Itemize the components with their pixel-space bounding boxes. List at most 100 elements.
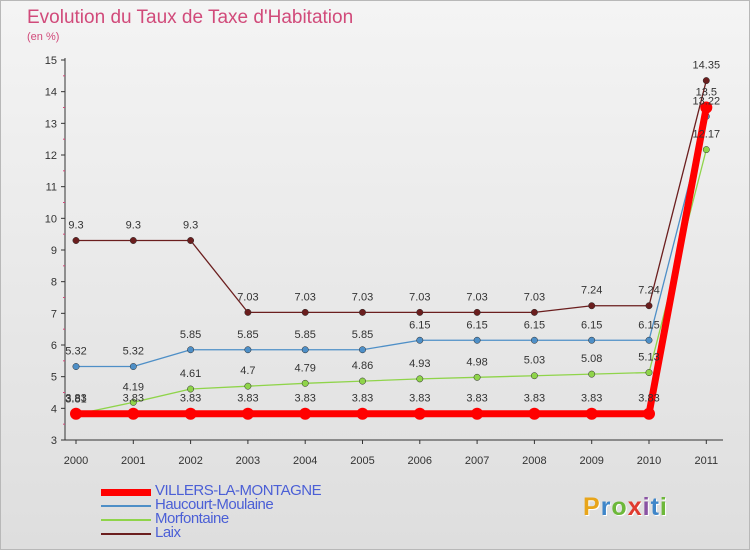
- data-label: 7.03: [237, 291, 258, 303]
- logo-letter: x: [627, 493, 643, 521]
- data-point: [588, 370, 596, 378]
- data-label: 5.85: [294, 329, 315, 341]
- logo-letter: r: [600, 493, 612, 521]
- data-point: [645, 336, 653, 344]
- data-label: 3.83: [123, 393, 144, 405]
- series-line: [76, 106, 710, 418]
- data-point: [72, 363, 80, 370]
- legend-item: Haucourt-Moulaine: [101, 496, 361, 513]
- x-tick-label: 2006: [408, 455, 432, 467]
- data-label: 5.03: [524, 355, 545, 367]
- legend-swatch: [101, 489, 151, 496]
- data-label: 3.83: [65, 393, 86, 405]
- data-label: 9.3: [183, 220, 198, 232]
- data-label: 5.85: [352, 329, 373, 341]
- data-point: [184, 407, 197, 420]
- data-label: 7.24: [638, 285, 659, 297]
- chart-legend: VILLERS-LA-MONTAGNE Haucourt-Moulaine Morf…: [101, 482, 361, 541]
- data-label: 4.98: [466, 356, 487, 368]
- x-tick-label: 2010: [637, 455, 661, 467]
- data-point: [299, 407, 312, 420]
- series-line: [75, 149, 707, 415]
- data-point: [413, 407, 426, 420]
- x-tick-label: 2011: [694, 455, 718, 467]
- data-label: 5.32: [123, 346, 144, 358]
- data-point: [530, 336, 538, 344]
- legend-label: Haucourt-Moulaine: [155, 496, 274, 513]
- data-label: 5.13: [638, 352, 659, 364]
- data-point: [244, 346, 252, 354]
- data-point: [643, 407, 655, 420]
- y-tick-label: 10: [45, 213, 57, 225]
- y-tick-label: 9: [51, 245, 57, 257]
- x-tick-label: 2001: [121, 455, 145, 467]
- data-label: 4.7: [240, 365, 255, 377]
- data-label: 4.79: [294, 362, 315, 374]
- data-label: 3.83: [638, 393, 659, 405]
- data-label: 3.83: [409, 393, 430, 405]
- y-tick-label: 15: [45, 55, 57, 67]
- data-point: [129, 363, 137, 370]
- data-point: [301, 379, 309, 387]
- data-label: 3.83: [352, 393, 373, 405]
- y-tick-label: 14: [45, 87, 57, 99]
- data-label: 6.15: [581, 319, 602, 331]
- data-point: [702, 146, 710, 154]
- data-point: [471, 407, 484, 420]
- data-point: [301, 308, 309, 316]
- data-label: 6.15: [524, 319, 545, 331]
- y-tick-label: 13: [45, 118, 57, 130]
- data-label: 3.83: [524, 393, 545, 405]
- data-label: 12.17: [693, 129, 721, 141]
- data-point: [241, 407, 254, 420]
- y-tick-label: 6: [51, 340, 57, 352]
- data-point: [244, 308, 252, 316]
- data-label: 6.15: [638, 319, 659, 331]
- data-label: 3.83: [466, 393, 487, 405]
- x-tick-label: 2009: [579, 455, 603, 467]
- y-tick-label: 11: [46, 182, 57, 194]
- chart-unit-label: (en %): [27, 31, 60, 43]
- chart-title: Evolution du Taux de Taxe d'Habitation: [27, 7, 354, 28]
- data-label: 5.85: [237, 329, 258, 341]
- data-point: [187, 385, 195, 393]
- data-point: [356, 407, 369, 420]
- data-label: 4.61: [180, 368, 201, 380]
- legend-label: Laix: [155, 524, 181, 541]
- legend-swatch: [101, 533, 151, 535]
- data-point: [129, 398, 137, 406]
- data-label: 4.93: [409, 358, 430, 370]
- y-tick-label: 12: [45, 150, 57, 162]
- x-tick-label: 2000: [64, 455, 88, 467]
- legend-item: Morfontaine: [101, 510, 361, 527]
- data-label: 7.03: [352, 291, 373, 303]
- data-label: 7.03: [409, 291, 430, 303]
- data-point: [70, 407, 82, 420]
- x-tick-label: 2003: [236, 455, 260, 467]
- data-point: [359, 377, 366, 385]
- data-label: 13.5: [696, 87, 717, 99]
- data-point: [588, 302, 596, 310]
- series-line: [76, 116, 707, 368]
- data-label: 9.3: [126, 220, 141, 232]
- legend-item: Laix: [101, 524, 361, 541]
- data-label: 13.22: [693, 95, 721, 107]
- data-point: [473, 308, 481, 316]
- data-label: 4.19: [123, 381, 144, 393]
- data-label: 3.83: [294, 393, 315, 405]
- legend-label: Morfontaine: [155, 510, 229, 527]
- data-point: [473, 373, 481, 381]
- data-label: 4.86: [352, 360, 373, 372]
- data-point: [416, 336, 424, 344]
- data-label: 7.24: [581, 285, 602, 297]
- data-point: [301, 346, 309, 354]
- x-tick-label: 2004: [293, 455, 317, 467]
- data-point: [702, 77, 710, 85]
- y-tick-label: 8: [51, 277, 57, 289]
- data-point: [473, 336, 481, 344]
- data-label: 5.85: [180, 329, 201, 341]
- x-tick-label: 2008: [522, 455, 546, 467]
- data-label: 3.81: [65, 393, 86, 405]
- proxiti-logo: Proxiti: [583, 493, 668, 522]
